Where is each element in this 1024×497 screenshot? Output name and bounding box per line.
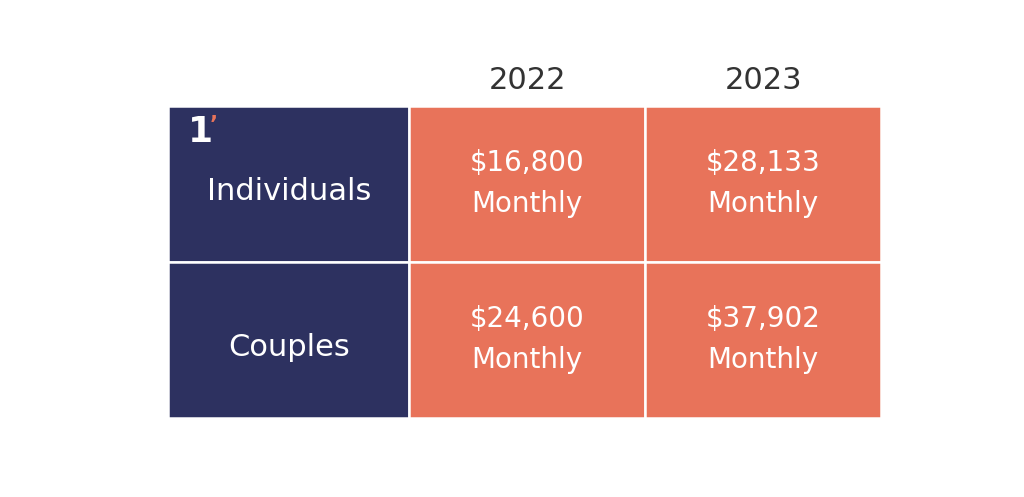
Bar xyxy=(645,262,882,417)
Text: Couples: Couples xyxy=(228,333,349,362)
Bar xyxy=(168,106,410,262)
Text: $16,800
Monthly: $16,800 Monthly xyxy=(470,149,585,218)
Text: Individuals: Individuals xyxy=(207,177,371,206)
Text: $28,133
Monthly: $28,133 Monthly xyxy=(706,149,820,218)
Text: 2023: 2023 xyxy=(725,66,802,94)
Bar xyxy=(168,262,410,417)
Bar xyxy=(410,262,645,417)
Text: 1: 1 xyxy=(187,115,213,149)
Text: 2022: 2022 xyxy=(488,66,566,94)
Bar xyxy=(645,106,882,262)
Text: $37,902
Monthly: $37,902 Monthly xyxy=(706,305,821,374)
Text: ’: ’ xyxy=(209,115,217,135)
Text: $24,600
Monthly: $24,600 Monthly xyxy=(470,305,585,374)
Bar xyxy=(410,106,645,262)
